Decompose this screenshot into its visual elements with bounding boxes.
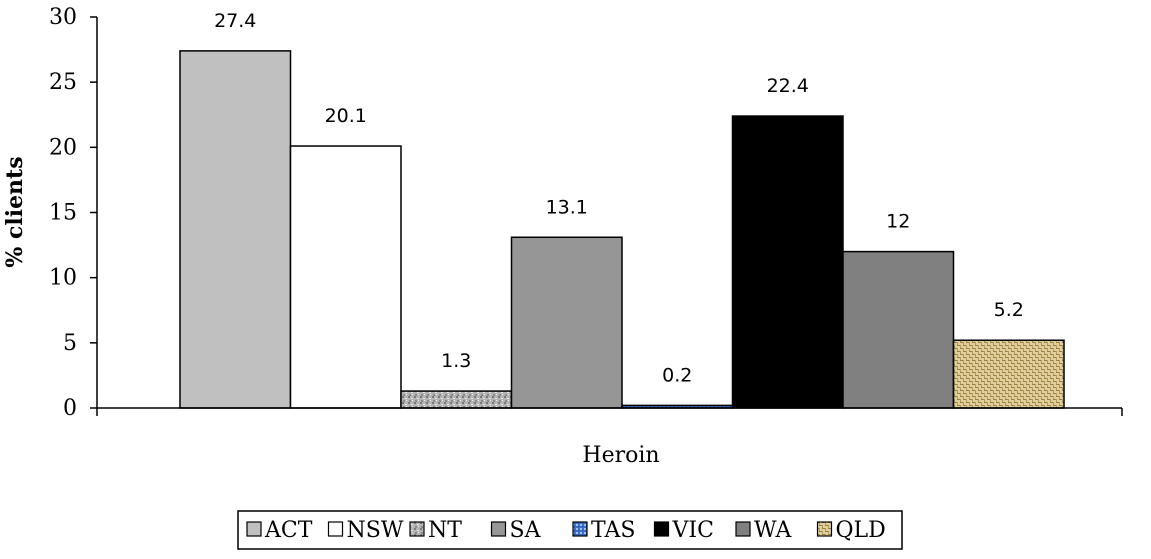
bar-sa bbox=[510, 236, 623, 409]
x-category-label: Heroin bbox=[582, 443, 659, 468]
legend-swatch-wa bbox=[735, 521, 751, 537]
y-tick-label: 0 bbox=[63, 396, 77, 421]
legend-label-wa: WA bbox=[754, 518, 793, 543]
bar-wa bbox=[842, 250, 955, 409]
legend-swatch-vic bbox=[653, 521, 670, 537]
bar-act bbox=[179, 50, 292, 409]
legend-label-vic: VIC bbox=[672, 518, 714, 543]
legend-swatch-nsw bbox=[327, 521, 344, 537]
legend-swatch-act bbox=[246, 521, 262, 537]
legend-swatch-qld bbox=[816, 521, 833, 537]
y-axis-label: % clients bbox=[2, 156, 28, 267]
y-tick-label: 30 bbox=[49, 5, 77, 30]
legend-label-nt: NT bbox=[428, 518, 462, 543]
legend-swatch-tas bbox=[572, 521, 588, 537]
legend: ACT NSW NT SA TAS VIC WA QLD bbox=[237, 510, 903, 550]
y-tick-label: 10 bbox=[49, 266, 77, 291]
legend-label-tas: TAS bbox=[591, 518, 635, 543]
data-label-wa: 12 bbox=[886, 211, 910, 233]
y-tick-label: 5 bbox=[63, 331, 77, 356]
legend-swatch-sa bbox=[490, 521, 507, 537]
data-label-nt: 1.3 bbox=[441, 350, 471, 372]
y-tick-label: 25 bbox=[49, 70, 77, 95]
legend-label-qld: QLD bbox=[836, 518, 886, 543]
bar-qld bbox=[952, 339, 1065, 409]
data-label-vic: 22.4 bbox=[767, 75, 809, 97]
bar-nt bbox=[400, 390, 513, 409]
legend-label-sa: SA bbox=[510, 518, 542, 543]
data-label-tas: 0.2 bbox=[662, 364, 692, 386]
legend-label-act: ACT bbox=[264, 518, 313, 543]
bar-nsw bbox=[289, 145, 402, 409]
data-label-act: 27.4 bbox=[214, 10, 256, 32]
data-label-nsw: 20.1 bbox=[325, 105, 367, 127]
legend-label-nsw: NSW bbox=[347, 518, 404, 543]
axes-group: 0 5 10 15 20 25 30 bbox=[49, 5, 1123, 421]
bar-vic bbox=[731, 115, 844, 409]
legend-frame bbox=[237, 510, 903, 550]
data-label-qld: 5.2 bbox=[994, 299, 1024, 321]
legend-swatch-nt bbox=[409, 521, 425, 537]
value-labels-group: 27.4 20.1 1.3 13.1 0.2 22.4 12 5.2 bbox=[214, 10, 1024, 387]
y-tick-label: 20 bbox=[49, 135, 77, 160]
data-label-sa: 13.1 bbox=[546, 196, 588, 218]
bars-group bbox=[179, 50, 1065, 409]
y-tick-label: 15 bbox=[49, 201, 77, 226]
